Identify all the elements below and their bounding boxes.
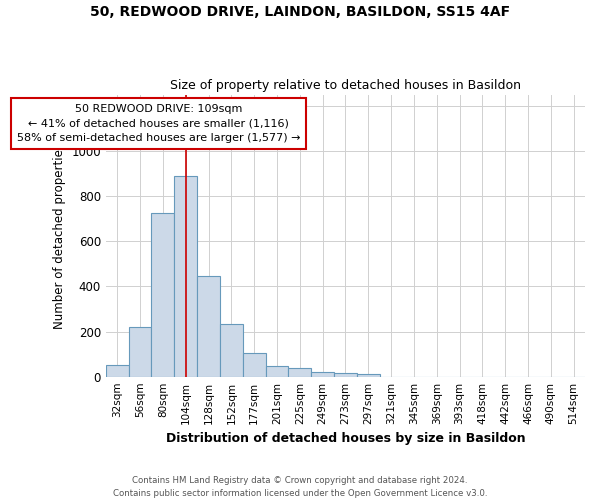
Text: 50 REDWOOD DRIVE: 109sqm
← 41% of detached houses are smaller (1,116)
58% of sem: 50 REDWOOD DRIVE: 109sqm ← 41% of detach… bbox=[17, 104, 300, 143]
Bar bbox=[174, 176, 197, 376]
Bar bbox=[106, 366, 128, 376]
Bar bbox=[220, 324, 243, 376]
Bar bbox=[311, 372, 334, 376]
Bar bbox=[151, 213, 174, 376]
Bar bbox=[289, 368, 311, 376]
Bar bbox=[128, 327, 151, 376]
Bar bbox=[197, 276, 220, 376]
Title: Size of property relative to detached houses in Basildon: Size of property relative to detached ho… bbox=[170, 79, 521, 92]
Bar bbox=[266, 366, 289, 376]
Bar bbox=[334, 374, 357, 376]
Bar bbox=[243, 353, 266, 376]
Bar bbox=[357, 374, 380, 376]
X-axis label: Distribution of detached houses by size in Basildon: Distribution of detached houses by size … bbox=[166, 432, 525, 445]
Y-axis label: Number of detached properties: Number of detached properties bbox=[53, 142, 65, 328]
Text: Contains HM Land Registry data © Crown copyright and database right 2024.
Contai: Contains HM Land Registry data © Crown c… bbox=[113, 476, 487, 498]
Text: 50, REDWOOD DRIVE, LAINDON, BASILDON, SS15 4AF: 50, REDWOOD DRIVE, LAINDON, BASILDON, SS… bbox=[90, 5, 510, 19]
